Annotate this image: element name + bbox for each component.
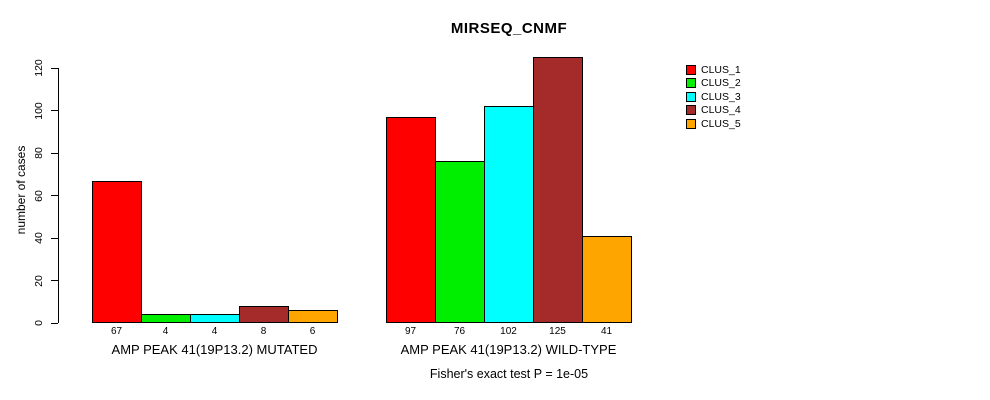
y-tick-label: 60: [33, 189, 45, 202]
legend-swatch-clus_4: [686, 105, 696, 116]
bar-clus_2-group1: [141, 314, 191, 323]
bar-clus_3-group1: [190, 314, 240, 323]
bar-value-label: 4: [162, 326, 169, 337]
y-axis: [58, 68, 59, 323]
bar-value-label: 125: [549, 326, 566, 337]
bar-clus_1-group1: [92, 181, 142, 323]
y-tick: [51, 280, 58, 281]
y-tick: [51, 152, 58, 154]
bar-clus_3-group2: [484, 106, 534, 323]
bar-clus_4-group2: [533, 57, 583, 323]
chart-title: MIRSEQ_CNMF: [450, 20, 568, 37]
y-tick-label: 40: [33, 232, 45, 244]
legend-swatch-clus_5: [686, 118, 696, 129]
legend-label: CLUS_5: [701, 117, 741, 130]
legend-label: CLUS_2: [701, 77, 741, 90]
legend-swatch-clus_2: [686, 78, 696, 89]
y-tick: [51, 67, 58, 69]
bar-clus_1-group2: [386, 117, 436, 323]
bar-clus_5-group2: [582, 236, 632, 323]
y-tick-label: 120: [33, 59, 45, 77]
bar-value-label: 6: [309, 326, 316, 337]
legend-swatch-clus_1: [686, 65, 696, 75]
bar-clus_4-group1: [239, 306, 289, 323]
y-tick: [51, 110, 58, 111]
y-tick: [51, 195, 58, 196]
bar-value-label: 67: [110, 326, 123, 337]
bar-value-label: 4: [211, 326, 218, 337]
legend-swatch-clus_3: [686, 91, 696, 102]
bar-value-label: 76: [453, 326, 466, 337]
group-label: AMP PEAK 41(19P13.2) MUTATED: [111, 342, 318, 357]
y-tick: [51, 237, 58, 239]
legend-label: CLUS_4: [701, 104, 741, 117]
bar-clus_5-group1: [288, 310, 338, 323]
bar-value-label: 102: [500, 326, 517, 337]
group-label: AMP PEAK 41(19P13.2) WILD-TYPE: [400, 342, 617, 357]
legend-label: CLUS_1: [701, 64, 741, 76]
y-tick: [51, 322, 58, 324]
y-tick-label: 100: [33, 101, 45, 120]
y-axis-label: number of cases: [14, 145, 28, 235]
fisher-test-annotation: Fisher's exact test P = 1e-05: [429, 367, 589, 381]
y-tick-label: 80: [33, 147, 45, 159]
y-tick-label: 0: [33, 320, 45, 326]
y-tick-label: 20: [33, 274, 45, 287]
bar-value-label: 97: [404, 326, 417, 337]
bar-clus_2-group2: [435, 161, 485, 323]
legend-label: CLUS_3: [701, 90, 741, 103]
bar-value-label: 41: [600, 326, 613, 337]
bar-value-label: 8: [260, 326, 267, 337]
